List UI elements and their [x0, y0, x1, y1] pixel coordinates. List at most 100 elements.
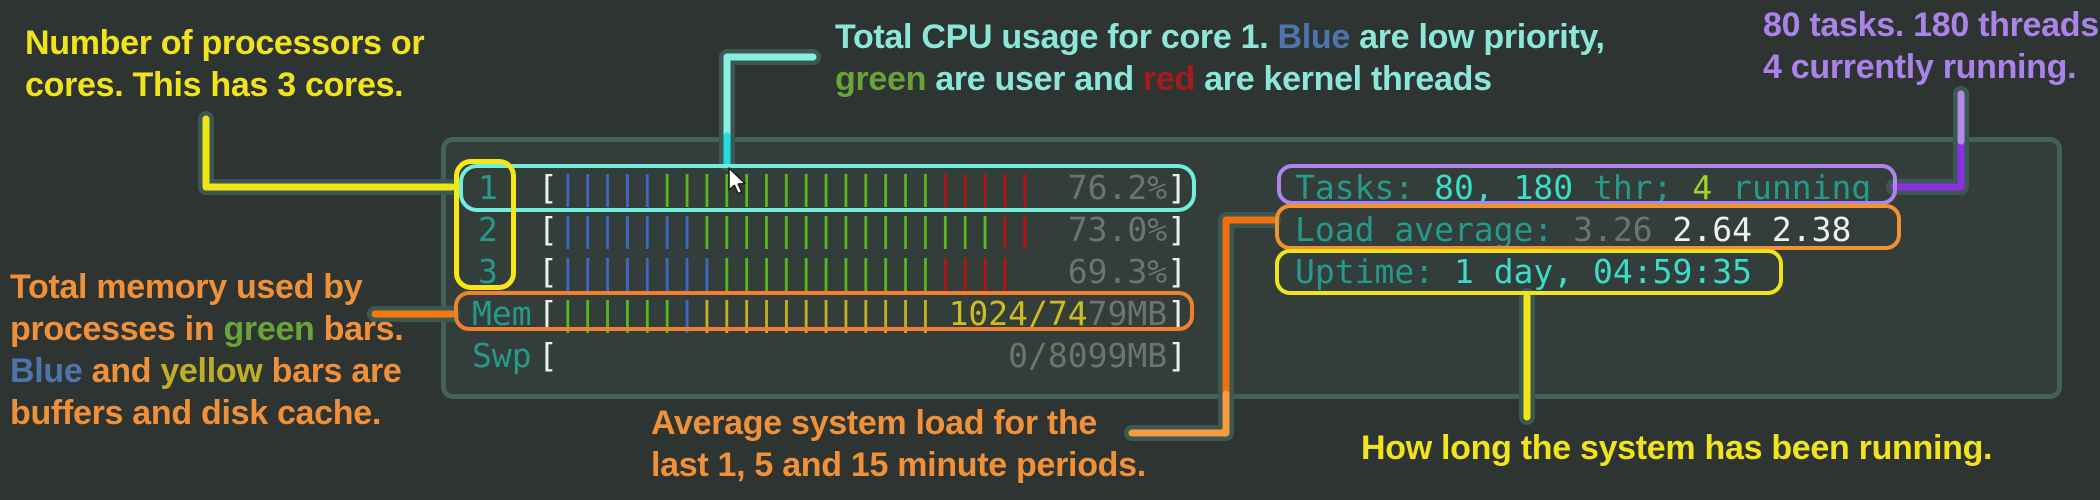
- text-segment: processes in: [10, 310, 224, 348]
- meter-bar-field: [: [538, 336, 558, 375]
- text-segment: green: [835, 60, 927, 98]
- text-segment: green: [223, 310, 315, 348]
- text-segment: 4 currently running.: [1763, 48, 2077, 86]
- annotation-line: 4 currently running.: [1763, 46, 2100, 88]
- highlight-box-load-average: [1275, 204, 1901, 250]
- blue-bars: |||||: [557, 168, 658, 207]
- meter-label: Swp: [472, 336, 532, 375]
- meter-value: 69.3%]: [900, 251, 1187, 293]
- annotation-line: Number of processors or: [25, 22, 425, 64]
- text-segment: thr;: [1573, 168, 1693, 207]
- annotation-line: cores. This has 3 cores.: [25, 64, 424, 106]
- annotation-memory: Total memory used by processes in green …: [10, 266, 404, 434]
- text-segment: 69.3%: [1067, 252, 1168, 291]
- meter-value: 73.0%]: [900, 209, 1187, 251]
- uptime-line: Uptime: 1 day, 04:59:35: [1295, 251, 1752, 293]
- text-segment: buffers and disk cache.: [10, 394, 382, 432]
- text-segment: Blue: [10, 352, 83, 390]
- highlight-box-cpu-core1: [459, 164, 1196, 212]
- annotation-line: Average system load for the: [651, 402, 1146, 444]
- meter-bar-field: [||||||||||||||||||||||||: [538, 210, 1035, 249]
- blue-bars: ||||||||: [557, 252, 717, 291]
- text-segment: 3.26: [1573, 210, 1673, 249]
- blue-bars: |: [677, 294, 697, 333]
- text-segment: Number of processors or: [25, 24, 425, 62]
- text-segment: 80, 180: [1434, 168, 1574, 207]
- annotation-line: processes in green bars.: [10, 308, 404, 350]
- cpu-row-3: 3 [||||||||||||||||||||||| 69.3%]: [0, 251, 2100, 293]
- red-bars: ||: [994, 210, 1035, 249]
- green-bars: |||||||||||||||: [696, 210, 995, 249]
- text-segment: last 1, 5 and 15 minute periods.: [651, 446, 1146, 484]
- highlight-box-tasks: [1277, 164, 1897, 205]
- cpu-row-2: 2 [|||||||||||||||||||||||| 73.0%]: [0, 209, 2100, 251]
- text-segment: 2.64 2.38: [1672, 210, 1852, 249]
- text-segment: 4: [1692, 168, 1713, 207]
- annotation-load-average: Average system load for the last 1, 5 an…: [651, 402, 1146, 486]
- swap-row: Swp[0/8099MB]: [0, 335, 2100, 377]
- load-average-line: Load average: 3.26 2.64 2.38: [1295, 209, 1851, 251]
- text-segment: ]: [1167, 210, 1187, 249]
- text-segment: are user and: [926, 60, 1143, 98]
- red-bars: ||||: [935, 252, 1015, 291]
- highlight-box-core-numbers: [454, 159, 516, 290]
- text-segment: Uptime:: [1295, 252, 1454, 291]
- text-segment: 76.2%: [1067, 168, 1168, 207]
- text-segment: 1 day, 04:59:35: [1453, 252, 1752, 291]
- text-segment: ]: [1167, 336, 1187, 375]
- green-bars: ||||||||||||||: [657, 168, 936, 207]
- annotation-cores: Number of processors or cores. This has …: [25, 22, 425, 106]
- text-segment: bars.: [314, 310, 404, 348]
- blue-bars: |||||||: [557, 210, 697, 249]
- meter-bar-field: [|||||||||||||||||||||||: [538, 252, 1015, 291]
- highlight-box-memory: [454, 291, 1194, 331]
- connector-cores-yellow: [198, 111, 460, 195]
- text-segment: 80 tasks. 180 threads.: [1763, 6, 2100, 44]
- text-segment: are kernel threads: [1195, 60, 1492, 98]
- green-bars: |||||||||||: [716, 252, 936, 291]
- annotation-cpu-usage: Total CPU usage for core 1. Blue are low…: [835, 16, 1605, 100]
- annotation-line: Blue and yellow bars are: [10, 350, 403, 392]
- meter-label: 1: [478, 168, 498, 207]
- htop-terminal-panel: [441, 137, 2062, 399]
- text-segment: and: [82, 352, 161, 390]
- annotation-line: Total memory used by: [10, 266, 403, 308]
- annotation-line: green are user and red are kernel thread…: [835, 58, 1605, 100]
- text-segment: Total memory used by: [10, 268, 363, 306]
- annotation-line: last 1, 5 and 15 minute periods.: [651, 444, 1146, 486]
- text-segment: Blue: [1277, 18, 1351, 56]
- text-segment: cores. This has 3 cores.: [25, 66, 404, 104]
- text-segment: yellow: [160, 352, 263, 390]
- meter-value: 0/8099MB]: [900, 335, 1187, 377]
- cpu-row-1: 1 [|||||||||||||||||||||||| 76.2%]: [0, 167, 2100, 209]
- text-segment: Tasks:: [1295, 168, 1435, 207]
- mouse-cursor-icon: [728, 167, 747, 195]
- annotation-uptime: How long the system has been running.: [1361, 427, 1993, 469]
- connector-cpu-cyan: [719, 49, 821, 171]
- annotation-tasks: 80 tasks. 180 threads. 4 currently runni…: [1763, 4, 2100, 88]
- text-segment: are low priority,: [1350, 18, 1605, 56]
- text-segment: How long the system has been running.: [1361, 429, 1993, 467]
- green-bars: ||||||: [557, 294, 678, 333]
- connector-load-orange: [1124, 212, 1281, 441]
- text-segment: 0/8099MB: [1008, 336, 1168, 375]
- annotation-line: How long the system has been running.: [1361, 427, 1993, 469]
- text-segment: running: [1712, 168, 1872, 207]
- text-segment: bars are: [262, 352, 402, 390]
- text-segment: red: [1143, 60, 1196, 98]
- red-bars: |||||: [935, 168, 1035, 207]
- meter-label: Mem: [472, 294, 532, 333]
- annotation-line: 80 tasks. 180 threads.: [1763, 4, 2100, 46]
- annotation-line: Total CPU usage for core 1. Blue are low…: [835, 16, 1605, 58]
- yellow-bars: ||||||||||||: [696, 294, 936, 333]
- connector-tasks-purple: [1886, 86, 1969, 195]
- meter-label: 3: [478, 252, 498, 291]
- meter-bar-field: [||||||||||||||||||||||||: [538, 168, 1035, 207]
- meter-label: 2: [478, 210, 498, 249]
- annotation-line: buffers and disk cache.: [10, 392, 403, 434]
- text-segment: Load average:: [1295, 210, 1574, 249]
- text-segment: Total CPU usage for core 1.: [835, 18, 1278, 56]
- text-segment: 1024/74: [948, 294, 1088, 333]
